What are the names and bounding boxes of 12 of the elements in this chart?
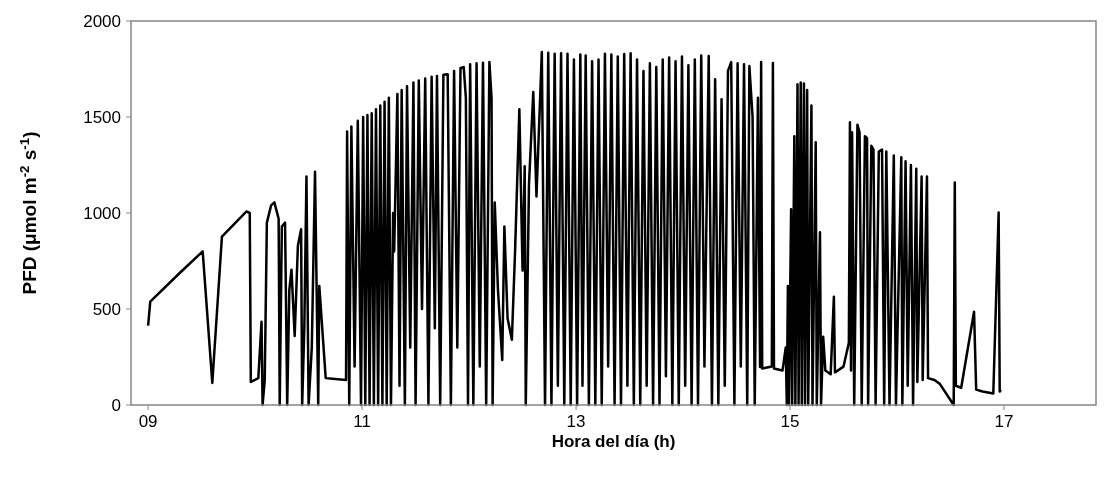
x-tick-label: 09 <box>138 412 158 431</box>
y-tick-label: 1500 <box>83 107 121 127</box>
y-tick-label: 1000 <box>83 203 121 223</box>
x-tick-label: 13 <box>566 412 586 431</box>
x-tick-label: 15 <box>780 412 800 431</box>
y-tick-label: 2000 <box>83 11 121 31</box>
y-tick-label: 0 <box>111 395 121 415</box>
x-tick-label: 17 <box>994 412 1014 431</box>
x-axis-title: Hora del día (h) <box>551 432 676 451</box>
y-tick-label: 500 <box>92 299 121 319</box>
line-series <box>146 50 1003 407</box>
x-tick-label: 11 <box>353 412 371 431</box>
